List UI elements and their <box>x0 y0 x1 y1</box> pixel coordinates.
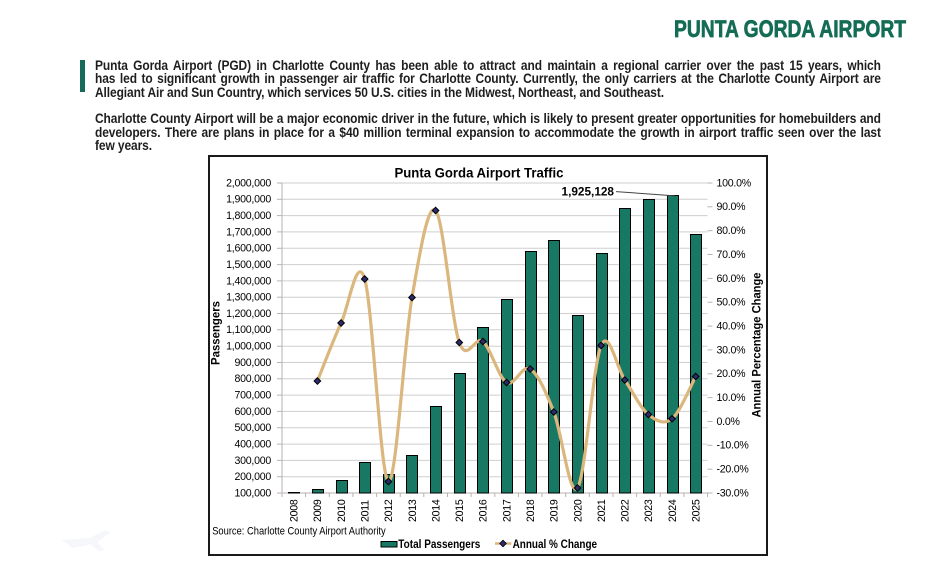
svg-text:30.0%: 30.0% <box>717 344 747 356</box>
svg-text:2018: 2018 <box>525 499 537 522</box>
svg-text:1,300,000: 1,300,000 <box>226 292 271 304</box>
svg-text:40.0%: 40.0% <box>717 321 747 333</box>
svg-text:300,000: 300,000 <box>234 455 271 467</box>
svg-text:70.0%: 70.0% <box>717 249 747 261</box>
svg-text:2023: 2023 <box>643 499 655 522</box>
svg-text:Passengers: Passengers <box>209 301 223 365</box>
svg-text:1,400,000: 1,400,000 <box>226 275 271 287</box>
svg-text:80.0%: 80.0% <box>717 225 747 237</box>
svg-text:2008: 2008 <box>289 499 301 522</box>
svg-text:50.0%: 50.0% <box>717 297 747 309</box>
svg-text:200,000: 200,000 <box>234 471 271 483</box>
svg-text:400,000: 400,000 <box>234 439 271 451</box>
svg-text:900,000: 900,000 <box>234 357 271 369</box>
svg-text:0.0%: 0.0% <box>717 416 741 428</box>
svg-text:2012: 2012 <box>383 499 395 522</box>
svg-text:1,925,128: 1,925,128 <box>562 185 615 199</box>
svg-text:2013: 2013 <box>407 499 419 522</box>
svg-text:1,700,000: 1,700,000 <box>226 226 271 238</box>
svg-text:2010: 2010 <box>336 499 348 522</box>
svg-text:2011: 2011 <box>360 500 372 522</box>
svg-text:500,000: 500,000 <box>234 422 271 434</box>
svg-text:800,000: 800,000 <box>234 373 271 385</box>
svg-text:2009: 2009 <box>312 499 324 522</box>
svg-text:1,800,000: 1,800,000 <box>226 210 271 222</box>
svg-text:2021: 2021 <box>596 499 608 522</box>
svg-text:100.0%: 100.0% <box>717 177 752 189</box>
svg-text:100,000: 100,000 <box>234 487 271 499</box>
svg-text:90.0%: 90.0% <box>717 201 747 213</box>
svg-text:Annual % Change: Annual % Change <box>513 539 598 551</box>
svg-text:Punta Gorda Airport Traffic: Punta Gorda Airport Traffic <box>395 165 564 181</box>
svg-text:700,000: 700,000 <box>234 390 271 402</box>
svg-text:10.0%: 10.0% <box>717 392 747 404</box>
svg-text:2017: 2017 <box>501 499 513 522</box>
svg-text:2016: 2016 <box>478 499 490 522</box>
svg-text:1,200,000: 1,200,000 <box>226 308 271 320</box>
svg-text:2025: 2025 <box>691 499 703 522</box>
svg-text:Source: Charlotte County Airpo: Source: Charlotte County Airport Authori… <box>212 526 386 538</box>
svg-text:2024: 2024 <box>667 499 679 522</box>
svg-text:2022: 2022 <box>620 499 632 522</box>
svg-text:Annual Percentage Change: Annual Percentage Change <box>750 272 764 417</box>
svg-text:1,000,000: 1,000,000 <box>226 341 271 353</box>
svg-text:2020: 2020 <box>572 499 584 522</box>
svg-text:2,000,000: 2,000,000 <box>226 177 271 189</box>
svg-text:2014: 2014 <box>430 499 442 522</box>
svg-text:1,900,000: 1,900,000 <box>226 194 271 206</box>
svg-text:1,600,000: 1,600,000 <box>226 243 271 255</box>
svg-text:2015: 2015 <box>454 499 466 522</box>
svg-text:600,000: 600,000 <box>234 406 271 418</box>
svg-text:1,100,000: 1,100,000 <box>226 324 271 336</box>
svg-text:-10.0%: -10.0% <box>717 440 750 452</box>
svg-text:1,500,000: 1,500,000 <box>226 259 271 271</box>
svg-text:-30.0%: -30.0% <box>717 487 750 499</box>
svg-text:2019: 2019 <box>549 499 561 522</box>
svg-text:60.0%: 60.0% <box>717 273 747 285</box>
svg-text:Total Passengers: Total Passengers <box>398 539 480 551</box>
svg-text:-20.0%: -20.0% <box>717 464 750 476</box>
svg-text:20.0%: 20.0% <box>717 368 747 380</box>
